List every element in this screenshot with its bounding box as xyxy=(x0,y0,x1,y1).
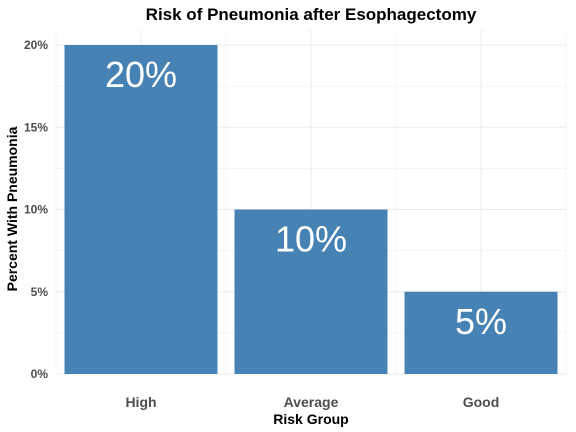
bar-good xyxy=(404,291,558,374)
chart-title: Risk of Pneumonia after Esophagectomy xyxy=(146,5,477,24)
x-tick-label: Good xyxy=(463,394,500,410)
y-tick-label: 10% xyxy=(24,203,48,217)
y-axis-title: Percent With Pneumonia xyxy=(4,126,20,291)
data-label-average: 10% xyxy=(275,219,347,260)
x-axis-ticks: High Average Good xyxy=(125,394,499,410)
x-tick-label: High xyxy=(125,394,156,410)
y-tick-label: 5% xyxy=(31,285,49,299)
bar-high xyxy=(64,45,218,374)
x-axis-title: Risk Group xyxy=(273,411,348,427)
x-tick-label: Average xyxy=(284,394,339,410)
y-tick-label: 0% xyxy=(31,367,49,381)
data-label-high: 20% xyxy=(105,54,177,95)
bar-average xyxy=(234,209,388,374)
y-axis-ticks: 0% 5% 10% 15% 20% xyxy=(24,38,48,381)
data-labels: 20% 10% 5% xyxy=(105,54,507,342)
bars xyxy=(64,45,558,374)
y-tick-label: 20% xyxy=(24,38,48,52)
data-label-good: 5% xyxy=(455,301,507,342)
y-tick-label: 15% xyxy=(24,120,48,134)
